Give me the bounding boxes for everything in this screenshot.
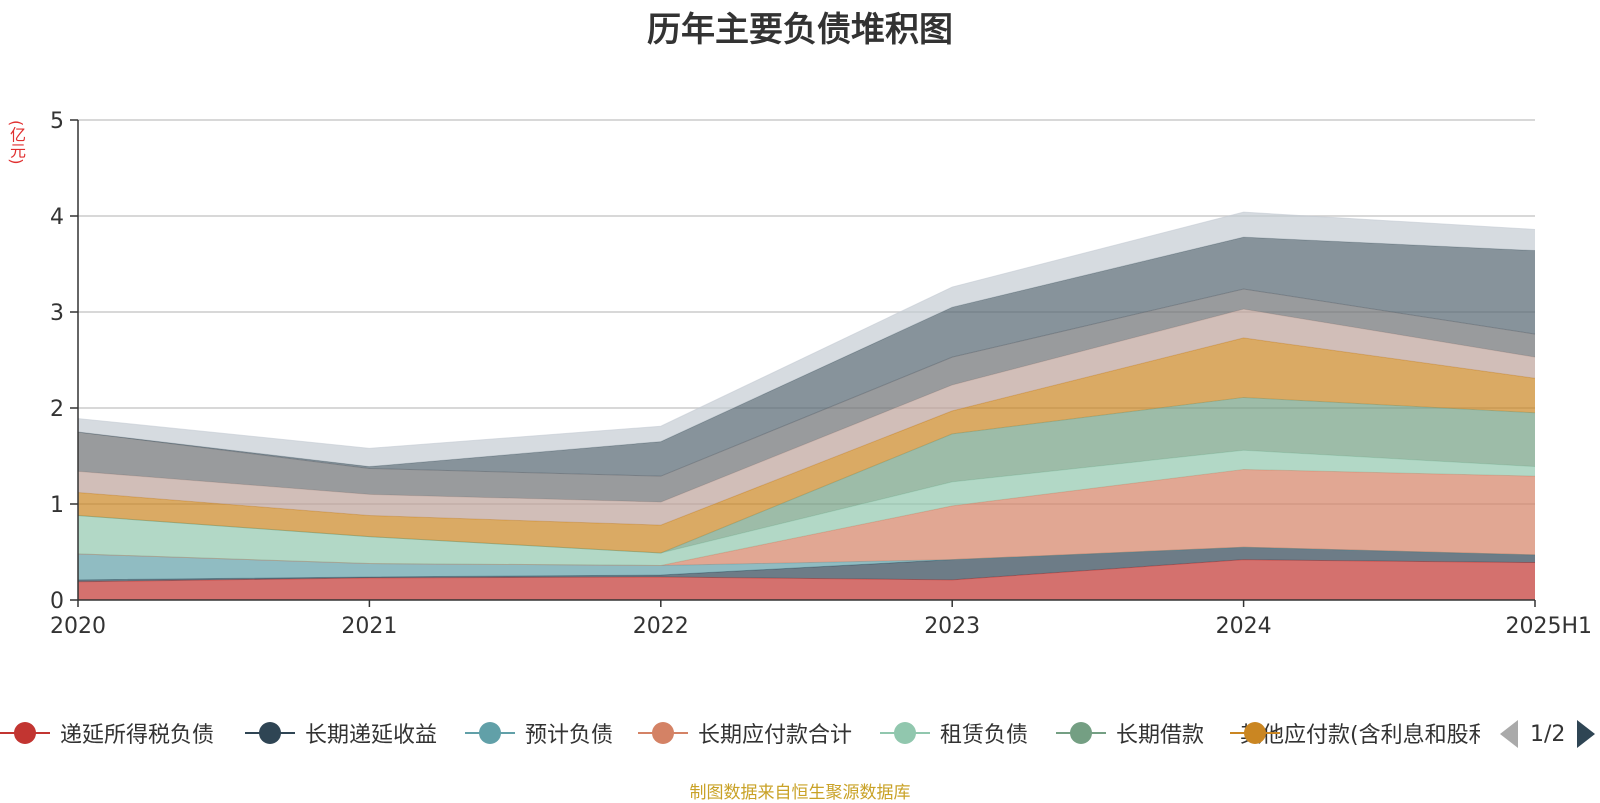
area-series bbox=[78, 559, 1535, 600]
x-tick-label: 2025H1 bbox=[1505, 614, 1592, 639]
legend-item[interactable]: 租赁负债 bbox=[880, 715, 1028, 751]
y-tick-label: 5 bbox=[50, 109, 64, 134]
legend-item[interactable]: 长期借款 bbox=[1056, 715, 1204, 751]
area-series bbox=[78, 212, 1535, 467]
x-tick-label: 2024 bbox=[1216, 614, 1272, 639]
legend: 递延所得税负债 长期递延收益 预计负债 长期应付款合计 租赁负债 bbox=[0, 715, 1600, 755]
legend-item[interactable]: 长期应付款合计 bbox=[638, 715, 852, 751]
area-series bbox=[78, 309, 1535, 526]
legend-marker-dot bbox=[1070, 722, 1092, 744]
legend-label: 长期递延收益 bbox=[305, 723, 438, 748]
legend-label: 长期借款 bbox=[1116, 723, 1205, 748]
legend-item[interactable]: 长期递延收益 bbox=[245, 715, 437, 751]
x-tick-label: 2020 bbox=[50, 614, 106, 639]
chart-title: 历年主要负债堆积图 bbox=[647, 10, 953, 50]
legend-marker-icon bbox=[1056, 715, 1106, 751]
y-axis-unit-label: (亿元) bbox=[7, 120, 26, 165]
legend-label: 租赁负债 bbox=[940, 723, 1029, 748]
x-tick-label: 2023 bbox=[924, 614, 980, 639]
tick-labels: 0 1 2 3 4 5 2020 2021 2022 2023 2024 2025H1 bbox=[50, 109, 1592, 639]
area-series-layer bbox=[77, 211, 1536, 600]
area-series bbox=[78, 397, 1535, 553]
stacked-area-chart: 0 1 2 3 4 5 2020 2021 2022 2023 2024 2025H1 bbox=[50, 109, 1592, 639]
legend-marker-icon bbox=[465, 715, 515, 751]
y-tick-label: 4 bbox=[50, 205, 64, 230]
area-series bbox=[78, 547, 1535, 580]
legend-marker-dot bbox=[894, 722, 916, 744]
y-tick-label: 3 bbox=[50, 301, 64, 326]
legend-label: 其他应付款(含利息和股利) bbox=[1240, 723, 1480, 748]
legend-label: 递延所得税负债 bbox=[60, 723, 215, 748]
legend-label: 长期应付款合计 bbox=[698, 723, 853, 748]
area-series bbox=[78, 450, 1535, 566]
legend-marker-icon bbox=[638, 715, 688, 751]
legend-item[interactable]: 递延所得税负债 bbox=[0, 715, 214, 751]
legend-item[interactable]: 预计负债 bbox=[465, 715, 613, 751]
area-series bbox=[78, 237, 1535, 477]
legend-marker-dot bbox=[259, 722, 281, 744]
y-tick-label: 1 bbox=[50, 493, 64, 518]
legend-marker-dot bbox=[652, 722, 674, 744]
legend-page-indicator: 1/2 bbox=[1530, 721, 1566, 747]
y-tick-label: 2 bbox=[50, 397, 64, 422]
source-note: 制图数据来自恒生聚源数据库 bbox=[689, 783, 911, 803]
area-series bbox=[78, 547, 1535, 582]
legend-item[interactable]: 其他应付款(含利息和股利) bbox=[1230, 715, 1480, 751]
area-series-line bbox=[77, 211, 1536, 449]
legend-marker-dot bbox=[14, 722, 36, 744]
legend-marker-icon bbox=[880, 715, 930, 751]
legend-marker-dot bbox=[479, 722, 501, 744]
legend-pager: 1/2 bbox=[1500, 716, 1596, 752]
area-series bbox=[78, 469, 1535, 566]
legend-label: 预计负债 bbox=[525, 723, 614, 748]
y-tick-label: 0 bbox=[50, 589, 64, 614]
legend-marker-dot bbox=[1244, 722, 1266, 744]
legend-next-page-icon[interactable] bbox=[1577, 720, 1596, 748]
legend-prev-page-icon[interactable] bbox=[1500, 720, 1518, 748]
legend-marker-icon bbox=[245, 715, 295, 751]
axes bbox=[70, 119, 1536, 607]
legend-marker-icon bbox=[0, 715, 50, 751]
area-series bbox=[78, 337, 1535, 553]
area-series bbox=[78, 288, 1535, 503]
x-tick-label: 2021 bbox=[341, 614, 397, 639]
x-tick-label: 2022 bbox=[633, 614, 689, 639]
